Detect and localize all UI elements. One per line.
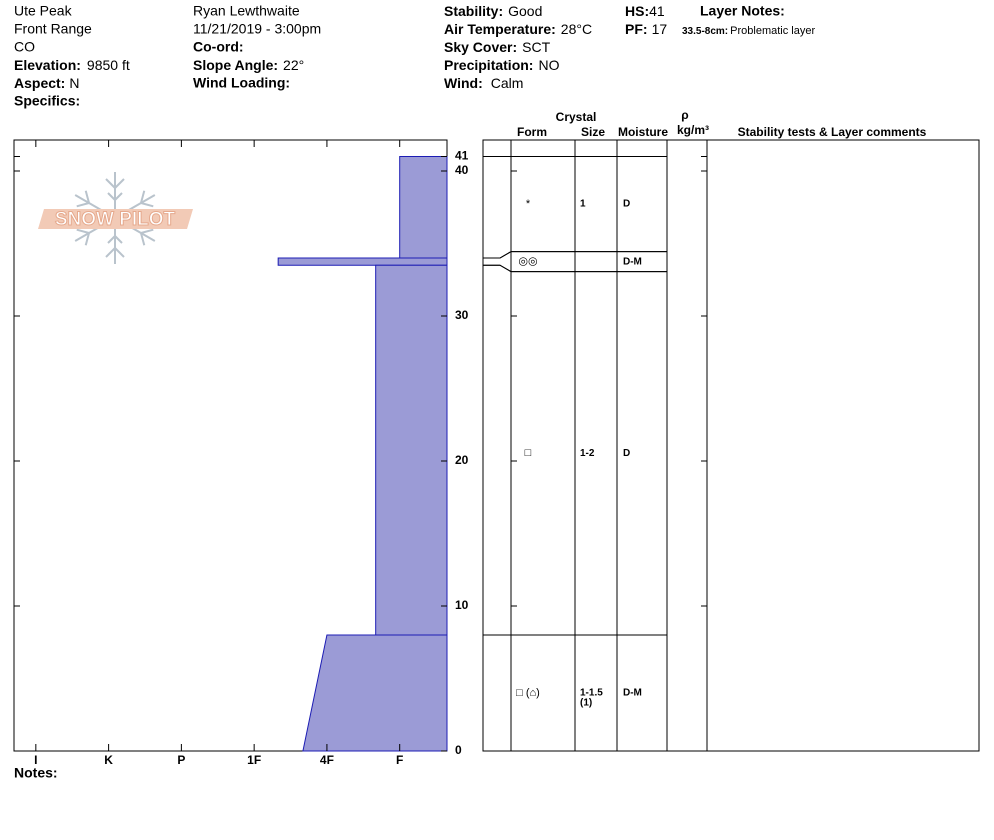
logo-text: SNOW PILOT <box>55 209 176 230</box>
crystal-size: (1) <box>580 698 592 709</box>
logo: SNOW PILOT <box>38 172 193 264</box>
crystal: Crystal <box>556 110 597 124</box>
x-tick-label: I <box>34 753 37 767</box>
observer: Ryan Lewthwaite <box>193 3 300 19</box>
crystal-form: □ <box>525 447 532 459</box>
stability: Stability: Good <box>444 3 542 19</box>
x-tick-label: F <box>396 753 403 767</box>
hardness-bar <box>277 257 448 266</box>
moisture: D-M <box>623 256 642 267</box>
state: CO <box>14 39 35 55</box>
moisture: D-M <box>623 688 642 699</box>
crystal-size: 1-2 <box>580 448 595 459</box>
y-tick-label: 41 <box>455 149 469 163</box>
crystal-form: ◎◎ <box>518 256 537 268</box>
label: Aspect: <box>14 75 65 91</box>
hs: HS:41 <box>625 3 665 19</box>
air-temperature: Air Temperature: 28°C <box>444 21 592 37</box>
x-tick-label: 4F <box>320 753 334 767</box>
y-tick-label: 30 <box>455 308 469 322</box>
label: Air Temperature: <box>444 21 556 37</box>
value: N <box>69 75 79 91</box>
crystal-size: 1-1.5 <box>580 688 603 699</box>
range: 33.5-8cm: <box>682 26 728 37</box>
label: HS: <box>625 3 649 19</box>
layer-notes-label: Layer Notes: <box>700 3 785 19</box>
value: 41 <box>649 3 665 19</box>
pf: PF: 17 <box>625 21 667 37</box>
layer-boundary <box>483 264 667 273</box>
location: Ute Peak <box>14 3 73 19</box>
moisture: Moisture <box>618 125 668 139</box>
value: NO <box>538 57 559 73</box>
x-tick-label: K <box>104 753 113 767</box>
column-dividers <box>510 140 708 751</box>
label: Sky Cover: <box>444 39 517 55</box>
crystal-form: □ (⌂) <box>516 687 540 699</box>
y-tick-label: 0 <box>455 743 462 757</box>
elevation: Elevation: 9850 ft <box>14 57 130 73</box>
y-tick-label: 20 <box>455 453 469 467</box>
label: Precipitation: <box>444 57 533 73</box>
coord: Co-ord: <box>193 39 244 55</box>
hardness-bar <box>302 634 448 752</box>
value: Calm <box>491 75 524 91</box>
comments: Stability tests & Layer comments <box>738 125 927 139</box>
layer-table-frame <box>482 139 980 752</box>
datetime: 11/21/2019 - 3:00pm <box>193 21 321 37</box>
specifics: Specifics: <box>14 93 80 109</box>
hardness-bar <box>399 156 448 259</box>
aspect: Aspect: N <box>14 75 79 91</box>
layer-note: 33.5-8cm: Problematic layer <box>682 25 815 37</box>
x-tick-label: P <box>177 753 185 767</box>
wind-loading: Wind Loading: <box>193 75 290 91</box>
sky-cover: Sky Cover: SCT <box>444 39 551 55</box>
notes: Notes: <box>14 765 58 781</box>
wind: Wind: Calm <box>444 75 523 91</box>
moisture: D <box>623 448 630 459</box>
precipitation: Precipitation: NO <box>444 57 560 73</box>
value: 28°C <box>561 21 592 37</box>
label: Slope Angle: <box>193 57 278 73</box>
slope-angle: Slope Angle: 22° <box>193 57 304 73</box>
range: Front Range <box>14 21 92 37</box>
header: Ute Peak Front Range CO Elevation: 9850 f… <box>14 3 815 109</box>
layer-boundary <box>483 251 667 259</box>
value: Good <box>508 3 542 19</box>
size: Size <box>581 125 605 139</box>
label: Stability: <box>444 3 503 19</box>
x-tick-label: 1F <box>247 753 261 767</box>
y-tick-label: 40 <box>455 163 469 177</box>
crystal-size: 1 <box>580 199 586 210</box>
form: Form <box>517 125 547 139</box>
y-tick-label: 10 <box>455 598 469 612</box>
label: PF: <box>625 21 648 37</box>
density-unit: kg/m³ <box>677 123 709 137</box>
crystal-form: * <box>526 198 531 210</box>
text: Problematic layer <box>730 25 815 37</box>
value: 17 <box>652 21 668 37</box>
logo-band <box>38 209 193 229</box>
label: Wind: <box>444 75 483 91</box>
moisture: D <box>623 199 630 210</box>
value: 9850 ft <box>87 57 130 73</box>
column-headers: Crystal Form Size Moisture ρ kg/m³ Stabi… <box>517 108 927 139</box>
hardness-bar <box>375 264 448 636</box>
label: Elevation: <box>14 57 81 73</box>
value: SCT <box>522 39 550 55</box>
value: 22° <box>283 57 304 73</box>
density-symbol: ρ <box>681 108 688 122</box>
